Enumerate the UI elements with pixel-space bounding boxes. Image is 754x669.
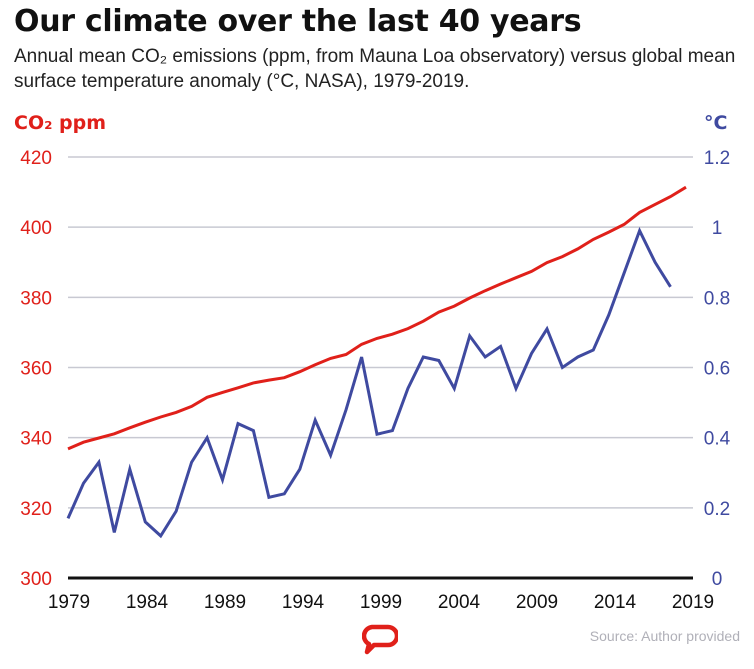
x-tick-label: 2019 — [672, 592, 714, 613]
gridlines — [68, 156, 693, 509]
x-tick-label: 1999 — [360, 592, 402, 613]
co2-line — [67, 185, 687, 451]
right-tick-label: 0 — [712, 569, 723, 590]
source-credit: Source: Author provided — [589, 628, 740, 644]
chart-title: Our climate over the last 40 years — [14, 4, 582, 39]
left-tick-label: 340 — [20, 429, 52, 450]
x-tick-label: 2014 — [594, 592, 637, 613]
right-tick-label: 0.6 — [704, 359, 730, 380]
x-axis: 1979 1984 1989 1994 1999 2004 2009 2014 2019 — [48, 576, 714, 613]
series-lines — [66, 185, 687, 539]
left-tick-label: 320 — [20, 499, 52, 520]
left-axis-title: CO₂ ppm — [14, 112, 107, 134]
right-axis-title: °C — [704, 112, 728, 134]
x-tick-label: 1984 — [126, 592, 169, 613]
x-tick-label: 1994 — [282, 592, 325, 613]
right-tick-label: 0.4 — [704, 429, 731, 450]
left-y-axis: 300 320 340 360 380 400 420 — [20, 148, 52, 590]
left-tick-label: 360 — [20, 359, 52, 380]
right-tick-label: 0.2 — [704, 499, 730, 520]
speech-bubble-logo-icon — [362, 624, 398, 655]
x-tick-label: 1989 — [204, 592, 246, 613]
temperature-line — [66, 226, 672, 539]
left-tick-label: 300 — [20, 569, 52, 590]
x-tick-label: 1979 — [48, 592, 90, 613]
left-tick-label: 400 — [20, 218, 52, 239]
right-tick-label: 1.2 — [704, 148, 730, 169]
left-tick-label: 420 — [20, 148, 52, 169]
right-tick-label: 0.8 — [704, 288, 730, 309]
x-tick-label: 2009 — [516, 592, 558, 613]
x-tick-label: 2004 — [438, 592, 481, 613]
right-y-axis: 0 0.2 0.4 0.6 0.8 1 1.2 — [704, 148, 731, 590]
right-tick-label: 1 — [712, 218, 723, 239]
left-tick-label: 380 — [20, 288, 52, 309]
chart-subtitle: Annual mean CO₂ emissions (ppm, from Mau… — [14, 46, 736, 92]
